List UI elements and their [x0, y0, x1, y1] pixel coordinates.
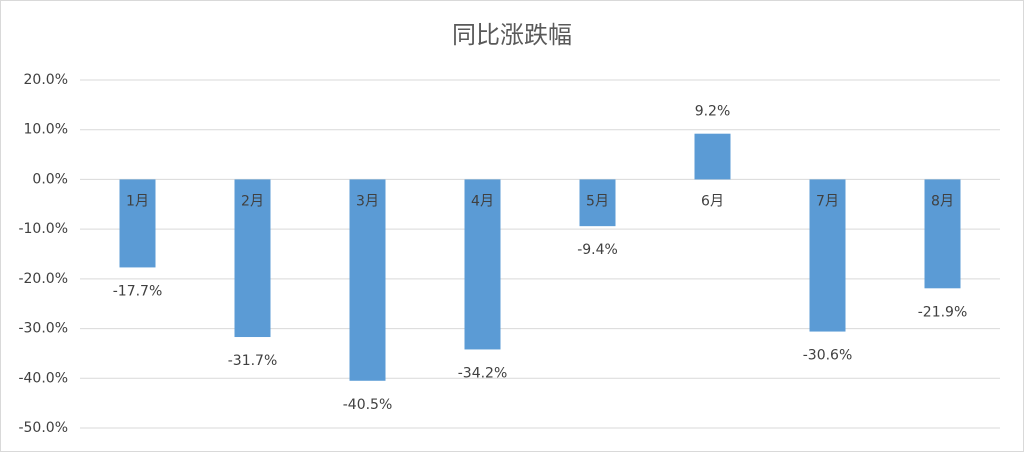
x-tick-label: 8月 [931, 193, 954, 209]
x-tick-label: 7月 [816, 193, 839, 209]
y-tick-label: 0.0% [32, 171, 68, 187]
value-label: -17.7% [113, 283, 163, 299]
value-label: -21.9% [918, 304, 968, 320]
value-label: -40.5% [343, 397, 393, 413]
x-tick-label: 1月 [126, 193, 149, 209]
value-label: -31.7% [228, 353, 278, 369]
value-label: -34.2% [458, 365, 508, 381]
chart-title: 同比涨跌幅 [452, 21, 572, 49]
bar [349, 179, 386, 381]
x-tick-label: 6月 [701, 193, 724, 209]
y-tick-label: 20.0% [24, 72, 68, 88]
y-tick-label: -10.0% [18, 221, 68, 237]
bar [579, 179, 616, 227]
y-tick-label: 10.0% [24, 122, 68, 138]
bar [694, 133, 731, 180]
bar [119, 179, 156, 268]
value-label: -9.4% [577, 242, 618, 258]
bar [924, 179, 961, 289]
x-tick-label: 4月 [471, 193, 494, 209]
x-tick-label: 2月 [241, 193, 264, 209]
x-tick-label: 3月 [356, 193, 379, 209]
y-tick-label: -40.0% [18, 370, 68, 386]
y-tick-label: -30.0% [18, 321, 68, 337]
y-tick-label: -50.0% [18, 420, 68, 436]
bar [809, 179, 846, 332]
bar [464, 179, 501, 350]
bar [234, 179, 271, 338]
value-label: 9.2% [695, 104, 731, 120]
value-label: -30.6% [803, 348, 853, 364]
y-tick-label: -20.0% [18, 271, 68, 287]
x-tick-label: 5月 [586, 193, 609, 209]
